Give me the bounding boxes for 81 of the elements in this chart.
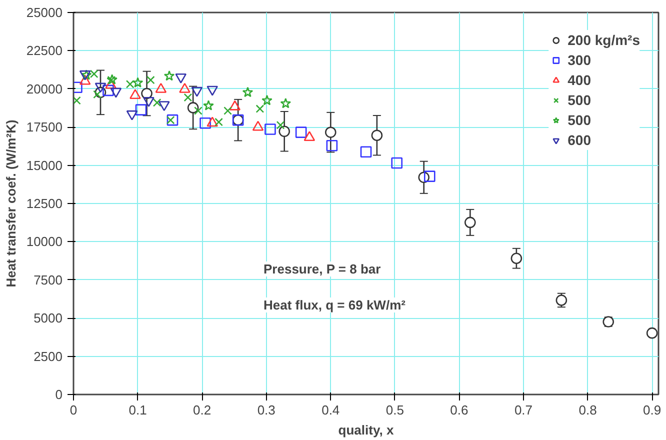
point xyxy=(126,80,134,88)
point xyxy=(74,96,81,105)
point xyxy=(126,110,138,120)
point xyxy=(203,100,214,110)
point xyxy=(191,86,203,97)
point xyxy=(206,86,218,96)
point xyxy=(324,126,336,138)
x-tick-label: 0.6 xyxy=(450,402,468,418)
point xyxy=(146,76,155,84)
point xyxy=(110,88,122,98)
y-tick-label: 22500 xyxy=(26,43,63,58)
point xyxy=(278,126,290,138)
x-tick-label: 0.7 xyxy=(514,402,533,418)
x-tick-label: 0.3 xyxy=(257,402,276,418)
annotation: Heat flux, q = 69 kW/m² xyxy=(264,298,406,312)
point xyxy=(262,94,272,106)
point xyxy=(132,77,144,88)
legend-label: 300 xyxy=(568,51,591,69)
x-axis-title: quality, x xyxy=(338,422,394,438)
point xyxy=(214,118,223,126)
legend-label: 500 xyxy=(568,91,591,109)
point xyxy=(90,70,98,78)
point xyxy=(194,106,202,115)
point xyxy=(184,93,192,102)
point xyxy=(187,102,199,114)
point xyxy=(166,114,178,126)
point xyxy=(79,74,91,85)
point xyxy=(264,124,276,135)
legend-label: 200 kg/m²s xyxy=(568,31,640,49)
legend-label: 400 xyxy=(568,71,591,89)
y-tick-label: 17500 xyxy=(26,120,63,135)
point xyxy=(141,88,152,100)
y-axis-title: Heat transfer coef. (W/m²K) xyxy=(3,120,18,288)
point xyxy=(152,98,162,107)
y-tick-label: 12500 xyxy=(26,196,63,211)
y-tick-label: 15000 xyxy=(26,158,63,173)
point xyxy=(256,104,264,113)
legend-label: 600 xyxy=(568,131,591,149)
point xyxy=(326,140,338,152)
point xyxy=(646,327,658,339)
legend-label: 500 xyxy=(568,111,591,129)
point xyxy=(135,104,147,116)
x-tick-label: 0.1 xyxy=(128,402,147,418)
y-tick-label: 2500 xyxy=(34,348,62,364)
point xyxy=(280,98,292,108)
point xyxy=(175,73,187,84)
point xyxy=(200,117,211,129)
point xyxy=(464,216,476,228)
point xyxy=(424,170,436,182)
point xyxy=(510,252,522,264)
x-tick-label: 0.2 xyxy=(193,402,212,418)
point xyxy=(391,157,403,169)
annotation: Pressure, P = 8 bar xyxy=(264,262,381,276)
y-tick-label: 10000 xyxy=(26,234,63,250)
x-tick-label: 0.4 xyxy=(322,402,340,418)
point xyxy=(556,294,568,306)
point xyxy=(224,106,232,115)
x-tick-label: 0.5 xyxy=(386,402,404,418)
point xyxy=(102,84,114,96)
point xyxy=(143,96,154,107)
point xyxy=(295,126,307,138)
point xyxy=(276,120,285,130)
point xyxy=(242,86,254,98)
point xyxy=(229,100,241,110)
x-tick-label: 0.9 xyxy=(643,402,662,418)
y-tick-label: 20000 xyxy=(26,81,63,96)
point xyxy=(130,89,141,100)
y-tick-label: 7500 xyxy=(34,272,62,288)
y-tick-label: 0 xyxy=(55,387,63,402)
point xyxy=(252,120,264,131)
point xyxy=(206,116,218,127)
point xyxy=(371,130,383,141)
y-tick-label: 25000 xyxy=(26,5,63,20)
point xyxy=(164,70,175,81)
x-tick-label: 0 xyxy=(70,402,78,418)
x-tick-label: 0.8 xyxy=(578,402,597,418)
point xyxy=(93,90,102,99)
point xyxy=(304,131,316,142)
point xyxy=(360,146,372,158)
point xyxy=(166,116,175,124)
y-tick-label: 5000 xyxy=(34,310,62,326)
